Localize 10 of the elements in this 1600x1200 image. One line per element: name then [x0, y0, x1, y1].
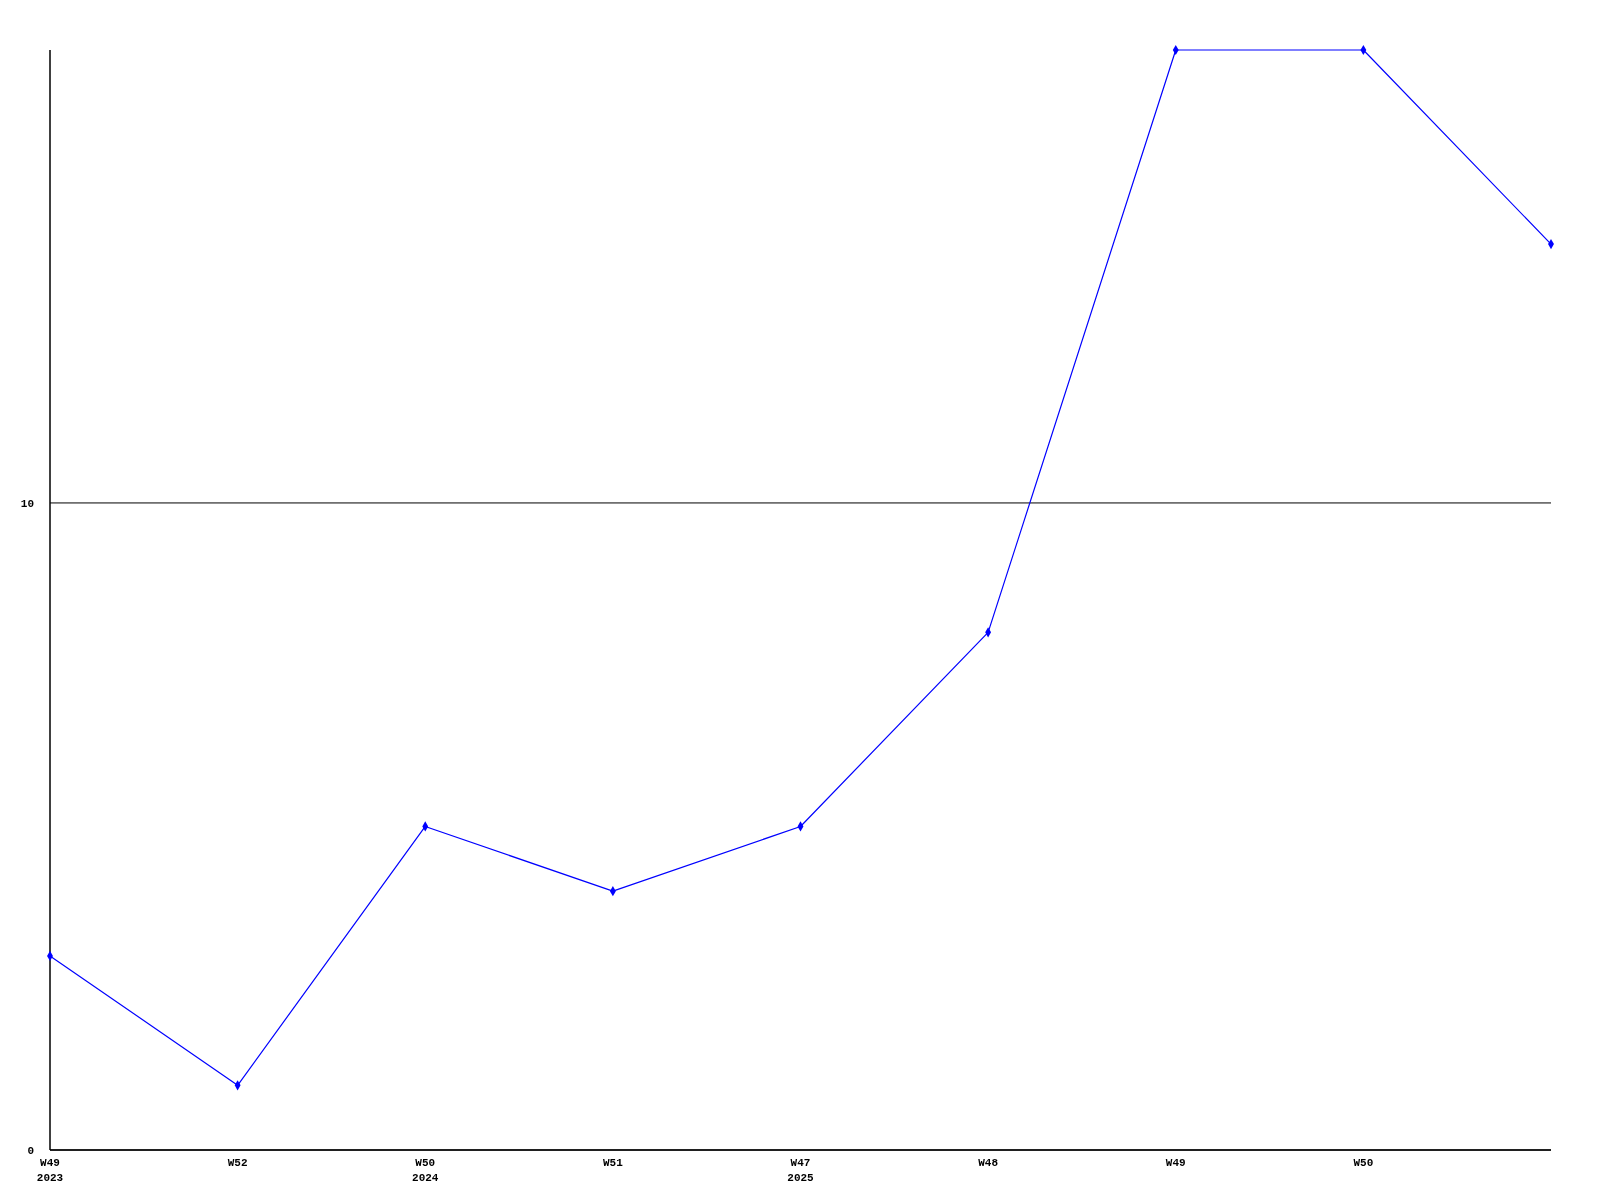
x-tick-label: W48 [978, 1157, 999, 1169]
y-tick-label: 0 [27, 1144, 34, 1157]
x-tick-label: W50 2024 [412, 1157, 439, 1184]
x-tick-label: W51 [602, 1157, 624, 1169]
x-tick-label: W47 2025 [787, 1157, 815, 1184]
x-tick-label: W49 2023 [36, 1157, 64, 1184]
x-tick-label: W49 [1165, 1157, 1186, 1169]
x-tick-label: W50 [1353, 1157, 1374, 1169]
y-tick-label: 10 [20, 497, 34, 510]
x-tick-label: W52 [227, 1157, 248, 1169]
